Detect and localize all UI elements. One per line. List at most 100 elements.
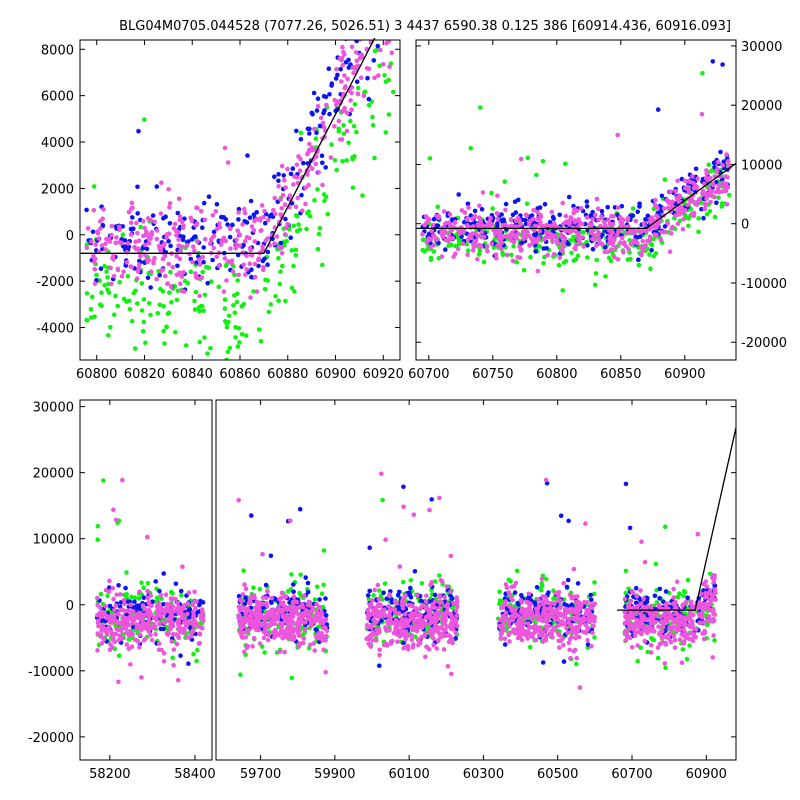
blue-point bbox=[305, 580, 311, 586]
green-point bbox=[307, 214, 313, 219]
magenta-point bbox=[519, 599, 525, 605]
blue-point bbox=[166, 238, 171, 244]
magenta-point bbox=[639, 539, 644, 544]
magenta-point bbox=[679, 660, 685, 665]
blue-point bbox=[590, 246, 596, 252]
green-point bbox=[173, 330, 178, 335]
magenta-point bbox=[535, 611, 541, 616]
blue-point bbox=[720, 177, 725, 182]
blue-point bbox=[189, 237, 195, 242]
magenta-point bbox=[551, 627, 556, 632]
magenta-point bbox=[211, 245, 216, 251]
magenta-point bbox=[199, 208, 204, 214]
green-point bbox=[603, 274, 608, 279]
magenta-point bbox=[539, 633, 545, 638]
magenta-point bbox=[260, 244, 265, 249]
magenta-point bbox=[124, 260, 130, 265]
magenta-point bbox=[265, 615, 271, 620]
blue-point bbox=[718, 149, 723, 155]
x-tick-label: 60700 bbox=[408, 367, 449, 382]
magenta-point bbox=[353, 50, 359, 55]
magenta-point bbox=[498, 636, 504, 641]
blue-point bbox=[201, 259, 206, 265]
green-point bbox=[194, 658, 199, 664]
magenta-point bbox=[440, 631, 445, 637]
blue-point bbox=[315, 96, 321, 101]
green-point bbox=[222, 306, 228, 311]
magenta-point bbox=[244, 253, 249, 259]
magenta-point bbox=[503, 582, 509, 587]
magenta-point bbox=[455, 604, 460, 609]
green-point bbox=[129, 318, 135, 324]
green-point bbox=[370, 114, 375, 120]
magenta-point bbox=[174, 272, 180, 278]
green-point bbox=[266, 309, 272, 315]
magenta-point bbox=[581, 244, 586, 249]
green-point bbox=[716, 195, 721, 200]
magenta-point bbox=[583, 521, 588, 526]
green-point bbox=[294, 213, 300, 219]
magenta-point bbox=[639, 252, 644, 258]
magenta-point bbox=[430, 223, 436, 228]
green-point bbox=[304, 226, 309, 232]
green-point bbox=[377, 63, 382, 69]
green-point bbox=[514, 568, 520, 574]
magenta-point bbox=[385, 619, 390, 624]
magenta-point bbox=[300, 208, 305, 213]
blue-point bbox=[720, 62, 725, 67]
magenta-point bbox=[535, 216, 540, 221]
magenta-point bbox=[315, 103, 321, 109]
green-point bbox=[511, 243, 516, 249]
magenta-point bbox=[128, 662, 133, 667]
blue-point bbox=[532, 600, 538, 605]
blue-point bbox=[371, 58, 377, 63]
green-point bbox=[197, 308, 202, 314]
magenta-point bbox=[248, 600, 253, 605]
green-point bbox=[413, 634, 418, 639]
magenta-point bbox=[365, 11, 370, 16]
blue-point bbox=[465, 201, 471, 207]
magenta-point bbox=[513, 218, 519, 223]
blue-point bbox=[161, 571, 166, 576]
blue-point bbox=[130, 624, 136, 630]
magenta-point bbox=[373, 607, 379, 613]
blue-point bbox=[569, 602, 574, 607]
blue-point bbox=[178, 588, 184, 594]
green-point bbox=[569, 250, 574, 256]
magenta-point bbox=[431, 636, 436, 641]
magenta-point bbox=[490, 222, 495, 227]
magenta-point bbox=[308, 642, 313, 648]
magenta-point bbox=[503, 610, 509, 615]
x-tick-label: 60900 bbox=[315, 367, 356, 382]
magenta-point bbox=[672, 637, 678, 643]
magenta-point bbox=[223, 238, 228, 244]
magenta-point bbox=[430, 602, 436, 607]
green-point bbox=[354, 129, 359, 135]
magenta-point bbox=[497, 231, 503, 236]
green-point bbox=[419, 580, 425, 586]
magenta-point bbox=[669, 226, 674, 231]
blue-point bbox=[307, 126, 312, 132]
magenta-point bbox=[387, 628, 392, 633]
green-point bbox=[161, 303, 166, 309]
magenta-point bbox=[577, 219, 582, 225]
magenta-point bbox=[397, 633, 403, 639]
green-point bbox=[262, 650, 267, 655]
magenta-point bbox=[698, 591, 704, 597]
magenta-point bbox=[227, 226, 233, 231]
magenta-point bbox=[358, 75, 364, 81]
magenta-point bbox=[676, 211, 681, 216]
magenta-point bbox=[685, 186, 691, 191]
magenta-point bbox=[154, 236, 160, 242]
magenta-point bbox=[387, 64, 392, 69]
green-point bbox=[108, 324, 113, 330]
magenta-point bbox=[429, 627, 434, 632]
magenta-point bbox=[251, 635, 257, 641]
magenta-point bbox=[235, 228, 240, 233]
blue-point bbox=[519, 240, 525, 245]
green-point bbox=[321, 192, 327, 197]
magenta-point bbox=[431, 642, 436, 648]
magenta-point bbox=[299, 602, 305, 607]
magenta-point bbox=[697, 196, 702, 202]
magenta-point bbox=[165, 281, 170, 287]
